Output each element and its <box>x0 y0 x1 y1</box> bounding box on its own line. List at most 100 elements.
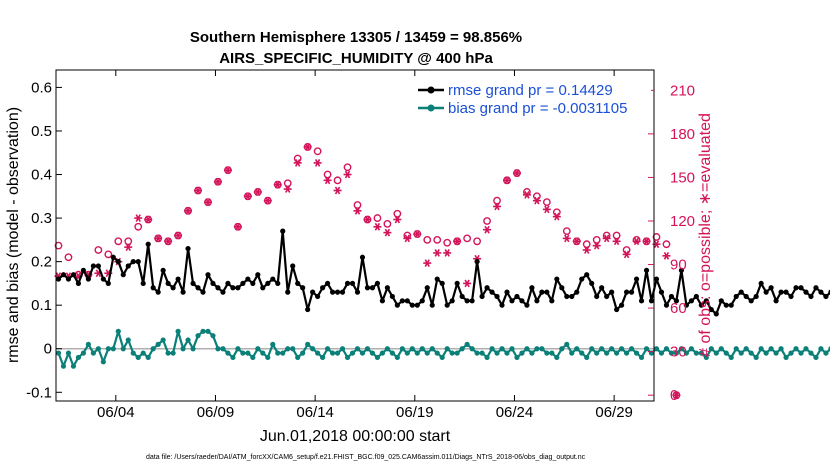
y-axis-label: rmse and bias (model - observation) <box>5 107 22 363</box>
rmse-point <box>105 280 111 287</box>
obs-evaluated-marker <box>572 237 581 246</box>
rmse-point <box>698 302 704 308</box>
rmse-point <box>484 285 490 291</box>
legend-bias-marker <box>427 104 435 112</box>
rmse-point <box>449 298 455 304</box>
rmse-point <box>125 263 131 269</box>
rmse-point <box>668 293 675 300</box>
rmse-point <box>215 285 221 291</box>
obs-evaluated-marker <box>243 192 252 201</box>
obs-evaluated-marker <box>154 234 163 243</box>
rmse-point <box>235 285 241 291</box>
x-tick-label: 06/19 <box>396 404 434 421</box>
rmse-point <box>574 289 580 295</box>
bias-point <box>270 341 276 347</box>
rmse-point <box>818 289 824 295</box>
bias-point <box>638 354 645 361</box>
rmse-point <box>708 306 714 313</box>
x-tick-label: 06/04 <box>97 404 135 421</box>
bias-point <box>658 350 665 356</box>
bias-point <box>60 363 67 369</box>
rmse-bias-series <box>55 228 830 369</box>
bias-point <box>205 328 211 334</box>
rmse-point <box>469 298 475 304</box>
rmse-point <box>230 285 236 291</box>
rmse-point <box>614 306 620 313</box>
bias-point <box>439 354 445 361</box>
rmse-point <box>160 267 166 273</box>
legend: rmse grand pr = 0.14429 bias grand pr = … <box>415 76 651 120</box>
bias-point <box>579 350 585 356</box>
rmse-point <box>429 302 435 308</box>
bias-point <box>823 350 829 356</box>
rmse-point <box>364 285 371 291</box>
rmse-point <box>349 280 356 287</box>
bias-point <box>240 350 246 356</box>
rmse-point <box>175 276 181 282</box>
bias-point <box>464 341 470 347</box>
bias-point <box>758 346 764 352</box>
bias-point <box>100 359 106 365</box>
chart-title: Southern Hemisphere 13305 / 13459 = 98.8… <box>190 29 522 46</box>
rmse-point <box>718 298 724 304</box>
bias-point <box>643 346 650 352</box>
y2-tick-label: 180 <box>670 126 695 143</box>
bias-point <box>763 350 769 356</box>
obs-evaluated-marker <box>522 190 531 199</box>
bias-point <box>90 350 96 356</box>
bias-point <box>808 350 814 356</box>
rmse-point <box>599 285 605 291</box>
rmse-point <box>768 285 774 291</box>
bias-point <box>220 346 226 352</box>
bias-point <box>185 337 191 343</box>
y2-tick-label: 120 <box>670 213 695 230</box>
rmse-point <box>404 298 410 304</box>
bias-point <box>534 346 540 352</box>
obs-evaluated-marker <box>353 206 362 215</box>
bias-point <box>614 350 620 356</box>
obs-evaluated-marker <box>642 237 651 246</box>
obs-possible-marker <box>483 217 491 225</box>
rmse-point <box>693 293 699 300</box>
bias-point <box>295 354 301 361</box>
y2-tick-label: 150 <box>670 169 695 186</box>
obs-possible-marker <box>582 240 591 249</box>
rmse-point <box>728 302 734 308</box>
rmse-point <box>633 276 640 282</box>
rmse-point <box>275 280 281 287</box>
bias-point <box>394 354 400 361</box>
rmse-point <box>140 280 146 287</box>
obs-evaluated-marker <box>373 222 382 231</box>
bias-point <box>768 346 774 352</box>
bias-point <box>728 354 734 361</box>
obs-evaluated-marker <box>203 198 212 206</box>
rmse-point <box>519 298 525 304</box>
rmse-point <box>589 280 595 287</box>
obs-possible-marker <box>473 237 481 246</box>
obs-evaluated-marker <box>363 215 372 224</box>
obs-possible-marker <box>662 240 671 249</box>
obs-possible-marker <box>552 208 561 217</box>
obs-evaluated-marker <box>333 186 342 195</box>
rmse-point <box>180 289 186 295</box>
obs-evaluated-marker <box>194 186 203 195</box>
bias-point <box>529 350 535 356</box>
rmse-point <box>444 302 450 308</box>
obs-possible-marker <box>313 147 322 156</box>
bias-point <box>260 350 266 356</box>
rmse-point <box>738 289 744 295</box>
obs-evaluated-marker <box>602 234 611 243</box>
bias-point <box>210 333 216 339</box>
rmse-point <box>683 302 689 308</box>
rmse-point <box>354 289 361 295</box>
rmse-point <box>643 267 650 273</box>
bias-point <box>245 350 251 356</box>
bias-point <box>414 350 420 356</box>
obs-evaluated-marker <box>463 279 472 288</box>
bias-point <box>300 350 306 356</box>
rmse-line <box>57 230 830 315</box>
rmse-point <box>678 267 685 273</box>
rmse-point <box>265 280 271 287</box>
obs-possible-marker <box>114 237 123 246</box>
rmse-point <box>579 276 585 282</box>
